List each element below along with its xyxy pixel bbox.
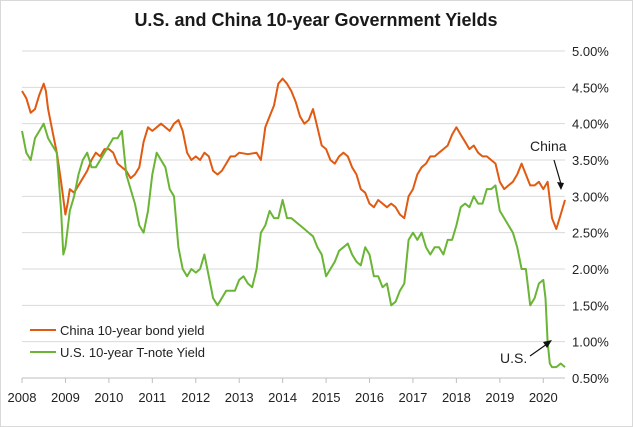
y-tick-label: 1.50%	[572, 298, 609, 313]
y-tick-label: 1.00%	[572, 335, 609, 350]
x-tick-label: 2011	[138, 390, 166, 405]
x-axis-ticks: 2008 2009 2010 2011 2012 2013 2014 2015 2016 2017…	[8, 377, 565, 405]
china-yield-line	[21, 77, 566, 230]
y-axis-ticks: 0.50% 1.00% 1.50% 2.00% 2.50% 3.00% 3.50% 4.00%…	[572, 44, 609, 386]
x-tick-label: 2020	[529, 390, 558, 405]
y-tick-label: 4.50%	[572, 80, 609, 95]
series-lines	[21, 77, 566, 369]
china-arrow	[553, 159, 562, 185]
china-arrow-head	[557, 182, 564, 190]
x-tick-label: 2008	[8, 390, 37, 405]
us-arrow	[529, 343, 548, 357]
y-tick-label: 3.00%	[572, 189, 609, 204]
x-tick-label: 2010	[94, 390, 123, 405]
us-yield-line	[21, 122, 566, 369]
y-tick-label: 2.00%	[572, 262, 609, 277]
us-arrow-head	[543, 340, 552, 348]
y-tick-label: 5.00%	[572, 44, 609, 59]
y-tick-label: 3.50%	[572, 153, 609, 168]
annotations: China U.S.	[500, 138, 567, 366]
y-tick-label: 0.50%	[572, 371, 609, 386]
x-tick-label: 2009	[51, 390, 80, 405]
x-tick-label: 2017	[398, 390, 427, 405]
y-tick-label: 4.00%	[572, 117, 609, 132]
china-annotation: China	[530, 138, 567, 154]
us-annotation: U.S.	[500, 350, 527, 366]
x-tick-label: 2013	[225, 390, 254, 405]
x-tick-label: 2016	[355, 390, 384, 405]
y-tick-label: 2.50%	[572, 226, 609, 241]
x-tick-label: 2012	[181, 390, 210, 405]
legend-label: China 10-year bond yield	[60, 323, 205, 338]
chart-title: U.S. and China 10-year Government Yields	[134, 10, 497, 30]
x-tick-label: 2019	[485, 390, 514, 405]
legend: China 10-year bond yield U.S. 10-year T-n…	[30, 323, 205, 360]
x-tick-label: 2015	[312, 390, 341, 405]
x-tick-label: 2014	[268, 390, 297, 405]
x-tick-label: 2018	[442, 390, 471, 405]
legend-label: U.S. 10-year T-note Yield	[60, 345, 205, 360]
